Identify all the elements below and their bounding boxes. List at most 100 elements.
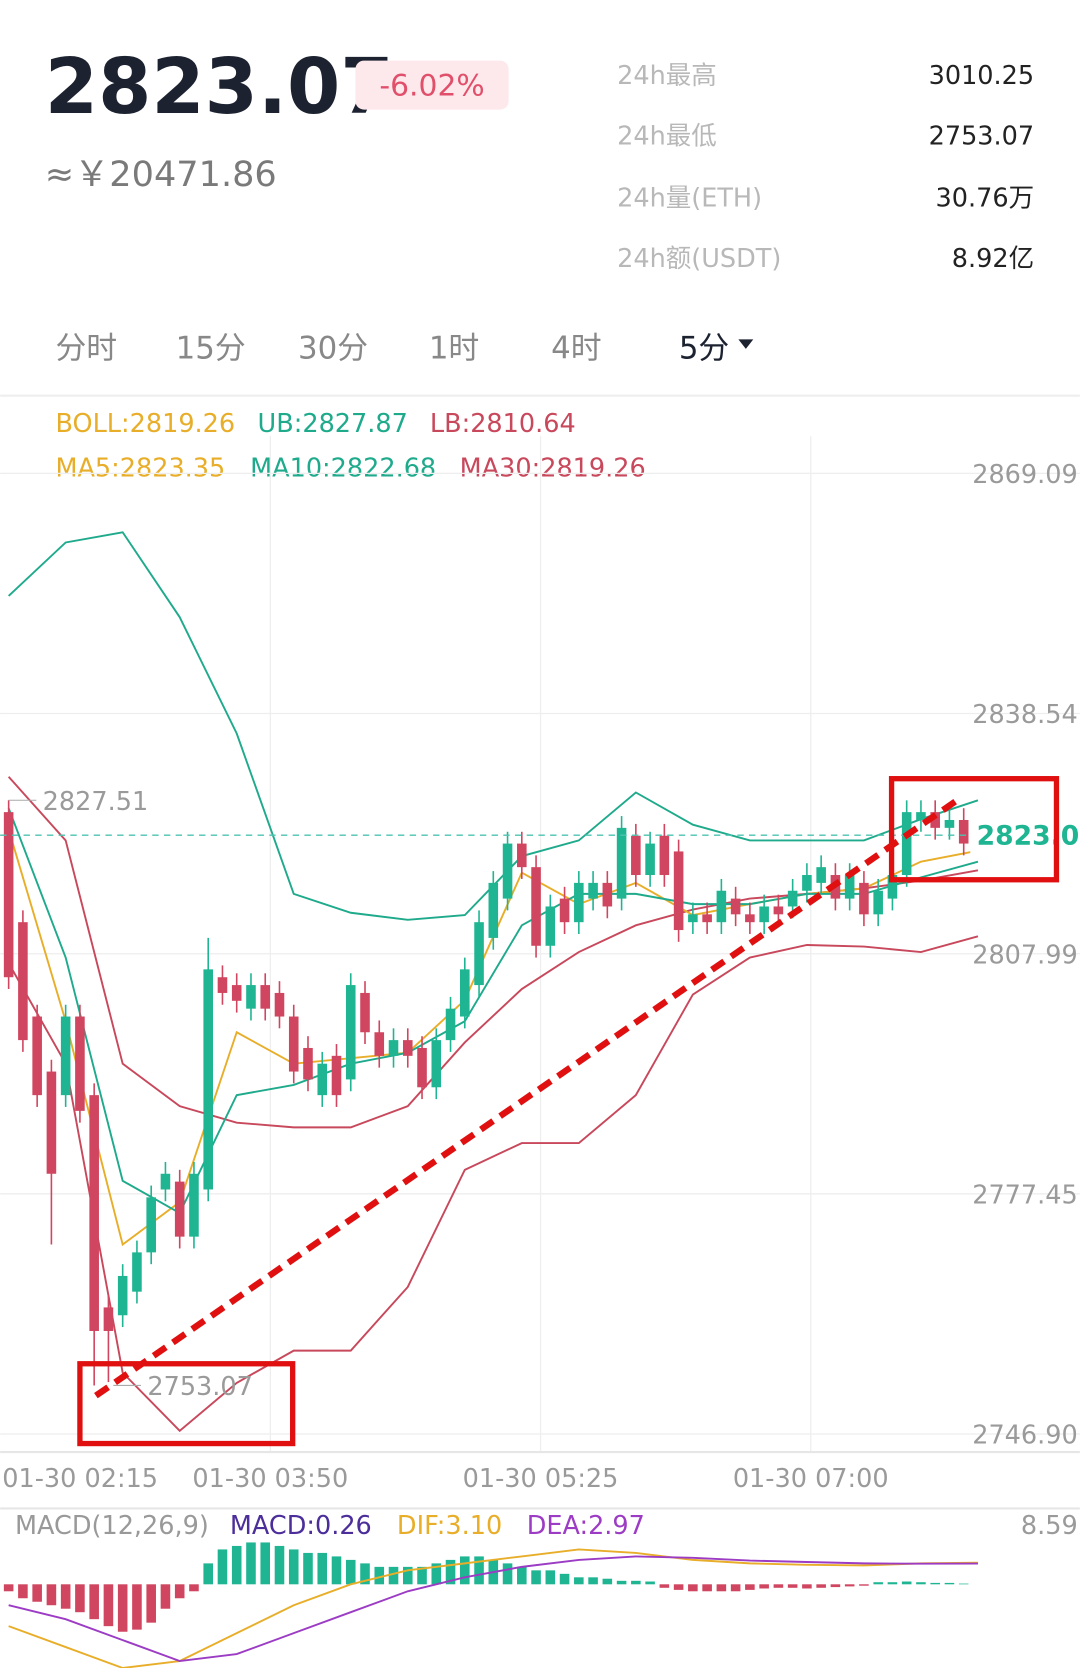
macd-bar — [117, 1584, 128, 1632]
macd-bar — [844, 1584, 855, 1587]
candle-body — [3, 812, 14, 978]
candle-body — [189, 1173, 199, 1237]
macd-bar — [18, 1584, 28, 1599]
macd-bar — [944, 1582, 955, 1585]
macd-bar — [32, 1584, 42, 1602]
macd-bar — [759, 1584, 769, 1589]
macd-bar — [402, 1566, 413, 1585]
macd-bar — [345, 1559, 356, 1585]
macd-bar — [716, 1584, 727, 1592]
candle-body — [887, 875, 898, 899]
dea-line — [8, 1555, 978, 1663]
candle-body — [246, 985, 256, 1009]
candle-body — [417, 1047, 427, 1088]
candle-body — [317, 1063, 328, 1096]
candle-body — [930, 812, 940, 828]
candle-body — [631, 835, 641, 876]
candle-body — [18, 922, 28, 1041]
candle-body — [274, 992, 285, 1017]
candle-body — [702, 914, 712, 923]
y-tick-label: 2807.99 — [972, 940, 1078, 970]
macd-bar — [146, 1584, 156, 1623]
macd-bar — [60, 1584, 71, 1609]
macd-bar — [217, 1549, 228, 1585]
stat-label: 24h量(ETH) — [617, 183, 762, 213]
macd-bar — [602, 1578, 613, 1585]
macd-bar — [730, 1584, 741, 1592]
change: -6.02% — [379, 69, 484, 104]
candle-body — [730, 898, 741, 915]
macd-bar — [901, 1581, 912, 1585]
candle-body — [203, 969, 213, 1190]
macd-bar — [802, 1584, 812, 1589]
macd-bar — [231, 1545, 242, 1585]
candle-body — [388, 1040, 399, 1056]
x-tick-label: 01-30 03:50 — [192, 1464, 348, 1494]
candle-body — [360, 992, 370, 1033]
tab[interactable]: 分时 — [55, 330, 117, 366]
candle-body — [46, 1071, 57, 1174]
macd-bar — [317, 1552, 328, 1585]
macd-bar — [431, 1563, 442, 1585]
legend-item: MA30:2819.26 — [460, 454, 646, 484]
annotation-box — [77, 1361, 296, 1447]
macd-bar — [916, 1582, 926, 1585]
macd-bar — [103, 1584, 114, 1627]
macd-bar — [830, 1584, 841, 1588]
candle-body — [132, 1252, 142, 1292]
macd-legend: DIF:3.10 — [397, 1511, 502, 1541]
candle-body — [545, 906, 556, 946]
macd-bar — [75, 1584, 85, 1613]
macd-bar — [502, 1563, 513, 1585]
tab[interactable]: 30分 — [298, 330, 368, 366]
legend-item: MA10:2822.68 — [250, 454, 436, 484]
macd-bar — [688, 1584, 698, 1592]
macd-bar — [816, 1584, 826, 1588]
tab[interactable]: 15分 — [176, 330, 246, 366]
candle-body — [445, 1008, 456, 1041]
legend-item: LB:2810.64 — [430, 409, 576, 439]
macd-bar — [460, 1556, 470, 1585]
stat-label: 24h额(USDT) — [617, 244, 781, 274]
candle-body — [859, 882, 869, 915]
low-marker-label: 2753.07 — [147, 1372, 253, 1402]
candle-body — [75, 1016, 85, 1111]
candle-body — [588, 882, 598, 899]
macd-legend: MACD:0.26 — [230, 1511, 372, 1541]
tab[interactable]: 5分 — [679, 330, 729, 366]
macd-bar — [517, 1566, 527, 1585]
macd-bar — [631, 1580, 641, 1585]
tabs: 分时 15分 30分 1时 4时 5分 — [55, 330, 754, 366]
macd-bar — [160, 1584, 171, 1609]
macd-bar — [873, 1582, 883, 1585]
candle-body — [260, 985, 271, 1009]
candle-body — [944, 819, 955, 828]
macd-bar — [89, 1584, 99, 1620]
macd-bar — [531, 1570, 541, 1585]
dif-line — [8, 1548, 978, 1668]
candle-body — [787, 890, 798, 907]
macd-bar — [445, 1559, 456, 1585]
candle-body — [89, 1095, 99, 1331]
macd-bar — [374, 1566, 385, 1585]
candle-body — [32, 1016, 42, 1096]
candle-body — [474, 922, 484, 986]
macd-bar — [958, 1583, 969, 1585]
macd-bar — [360, 1563, 370, 1585]
candle-body — [716, 890, 727, 923]
tab[interactable]: 4时 — [551, 330, 601, 366]
candle-body — [488, 882, 499, 938]
candle-body — [531, 867, 541, 946]
candle-body — [146, 1197, 156, 1253]
macd-bar — [616, 1580, 627, 1585]
candle-body — [844, 875, 855, 899]
macd-bar — [474, 1556, 484, 1585]
candle-body — [517, 843, 527, 868]
y-tick-label: 2869.09 — [972, 460, 1078, 490]
macd-bar — [773, 1584, 784, 1588]
candle-body — [759, 906, 769, 923]
macd-bar — [545, 1570, 556, 1585]
tab[interactable]: 1时 — [429, 330, 479, 366]
macd-bar — [132, 1584, 142, 1630]
